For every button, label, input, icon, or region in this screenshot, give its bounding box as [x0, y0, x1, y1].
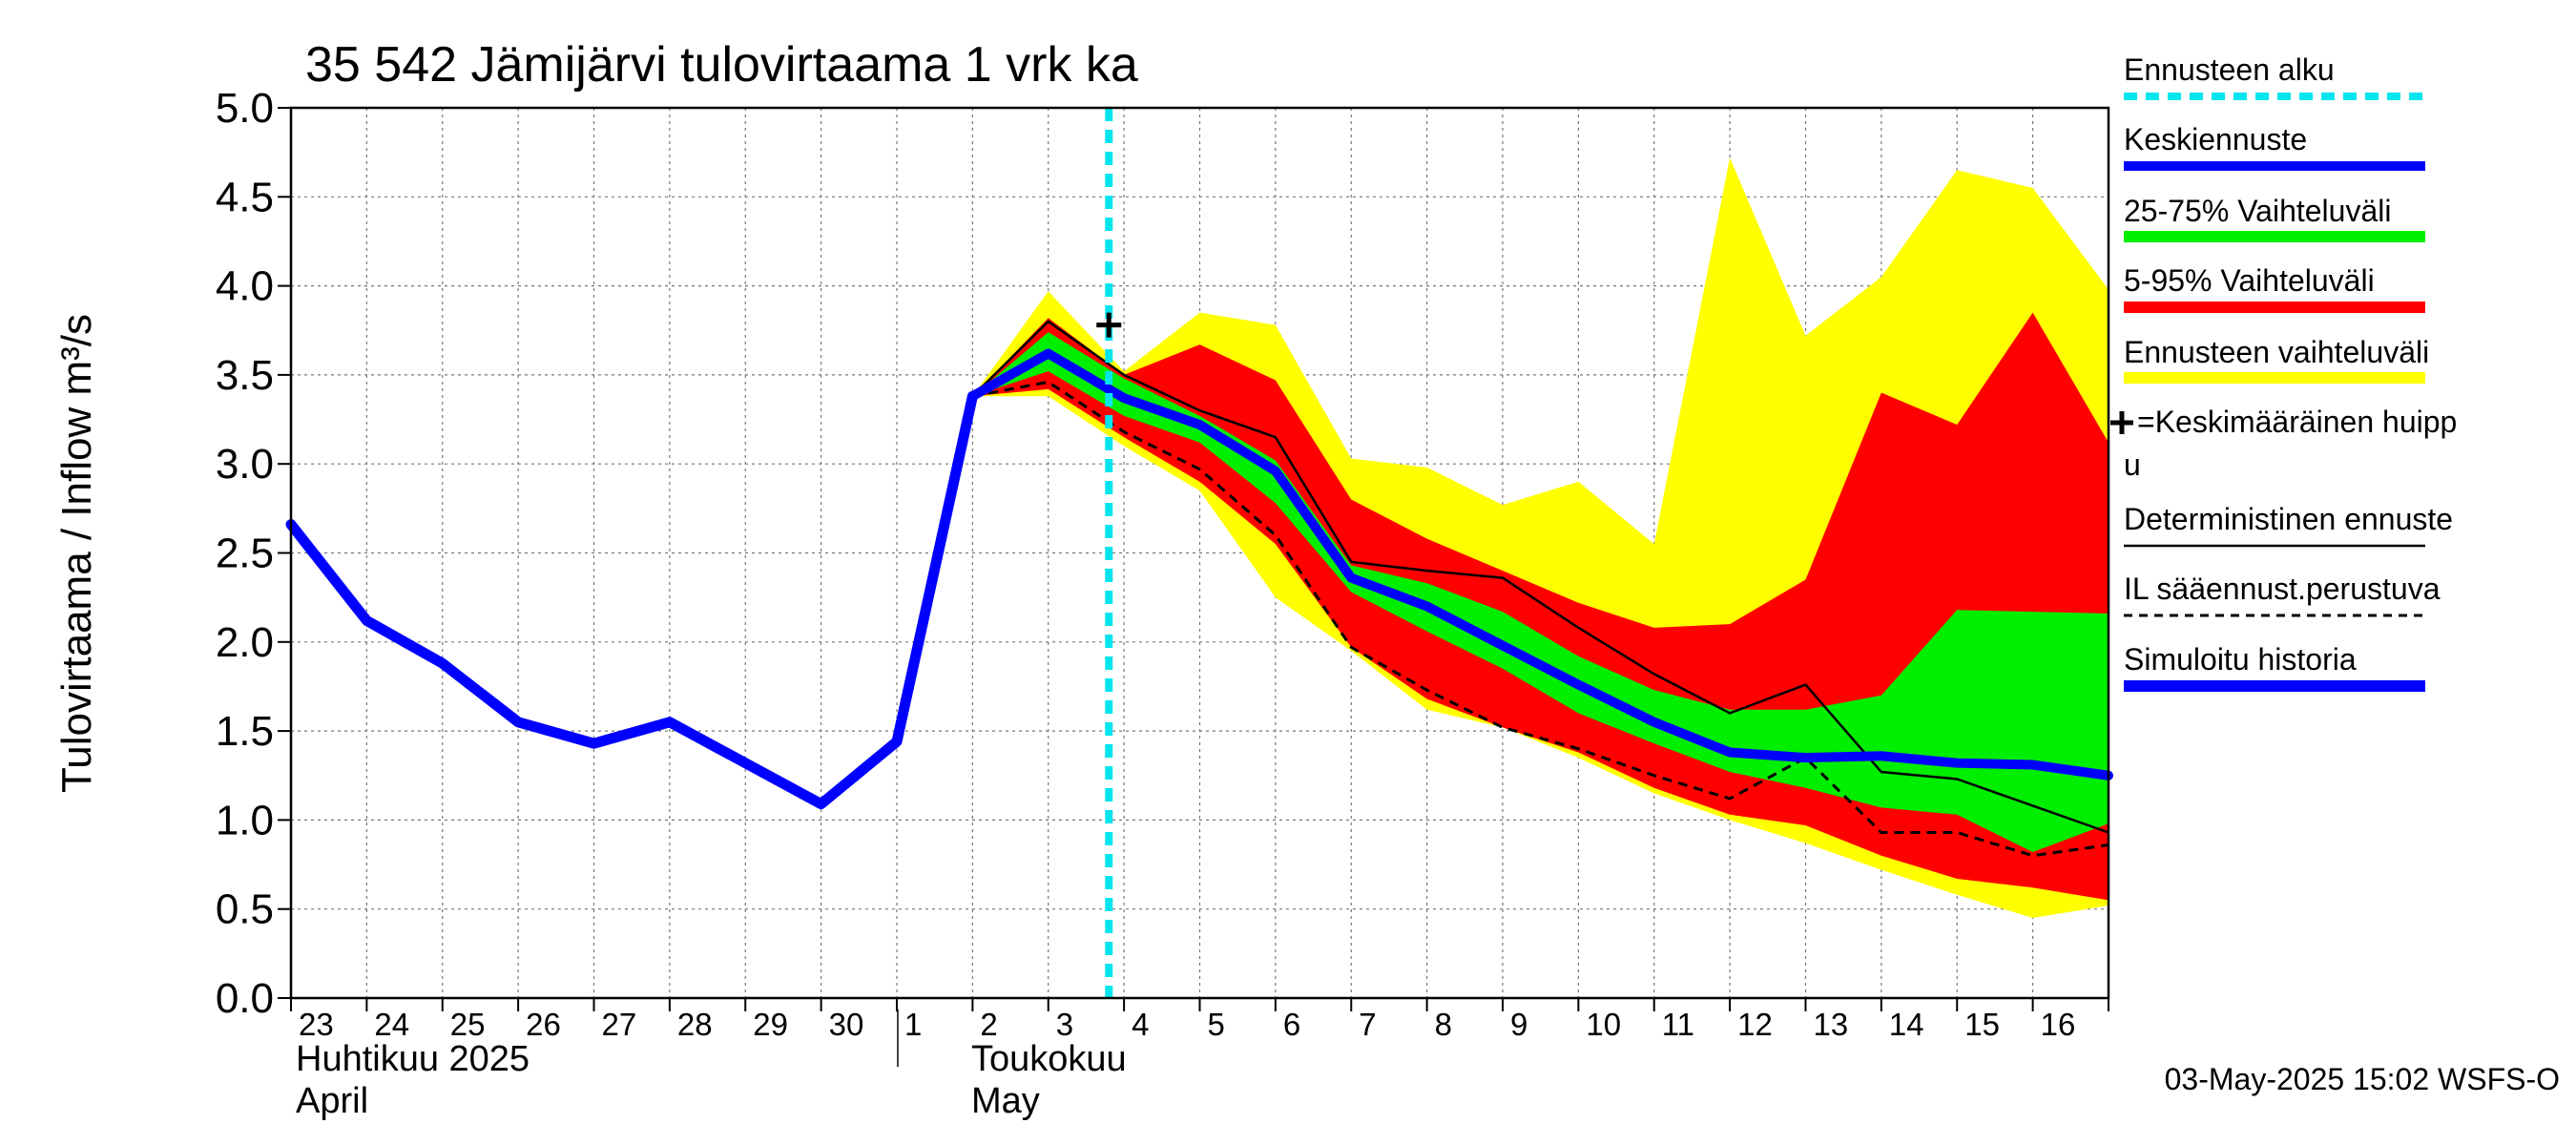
y-tick-label: 1.5: [216, 708, 274, 755]
legend-peak-label-1: =Keskimääräinen huipp: [2137, 405, 2457, 439]
x-tick-label: 15: [1964, 1007, 2000, 1042]
x-tick-label: 11: [1662, 1007, 1694, 1042]
x-tick-label: 13: [1814, 1007, 1849, 1042]
legend-deterministic-label: Deterministinen ennuste: [2124, 502, 2453, 536]
legend-history-label: Simuloitu historia: [2124, 642, 2357, 677]
y-tick-label: 2.5: [216, 531, 274, 577]
y-tick-label: 0.0: [216, 975, 274, 1022]
y-tick-label: 3.5: [216, 352, 274, 399]
mean-forecast-line: [967, 348, 2113, 781]
history-line: [285, 390, 978, 810]
x-tick-label: 6: [1283, 1007, 1300, 1042]
month-may-en: May: [971, 1081, 1040, 1121]
legend-mean-label: Keskiennuste: [2124, 122, 2307, 156]
x-tick-label: 24: [374, 1007, 409, 1042]
legend-il-label: IL sääennust.perustuva: [2124, 572, 2441, 606]
x-tick-label: 7: [1359, 1007, 1376, 1042]
chart-title: 35 542 Jämijärvi tulovirtaama 1 vrk ka: [305, 37, 1138, 93]
x-tick-label: 30: [829, 1007, 864, 1042]
month-april-fi: Huhtikuu 2025: [296, 1039, 530, 1079]
y-tick-label: 5.0: [216, 85, 274, 132]
x-tick-label: 3: [1056, 1007, 1073, 1042]
x-tick-label: 9: [1510, 1007, 1527, 1042]
x-tick-labels: 23 24 25 26 27 28 29 30 1 2 3 4 5 6 7 8 9 10 11 12 13 14 15 16: [299, 1007, 2075, 1042]
plot-border: [289, 106, 2110, 1000]
y-tick-label: 1.0: [216, 797, 274, 843]
x-tick-label: 8: [1435, 1007, 1452, 1042]
x-tick-label: 5: [1208, 1007, 1225, 1042]
legend-peak-marker: [2110, 411, 2133, 434]
legend-forecast-start-label: Ennusteen alku: [2124, 52, 2335, 87]
y-tick-label: 2.0: [216, 619, 274, 666]
x-tick-label: 29: [753, 1007, 788, 1042]
x-tick-label: 27: [602, 1007, 637, 1042]
y-axis-label: Tulovirtaama / Inflow m³/s: [53, 314, 100, 793]
y-tick-labels: 0.0 0.5 1.0 1.5 2.0 2.5 3.0 3.5 4.0 4.5 5.0: [216, 85, 274, 1022]
deterministic-line: [971, 320, 2109, 834]
x-tick-label: 26: [526, 1007, 561, 1042]
month-may-fi: Toukokuu: [971, 1039, 1127, 1079]
legend: Ennusteen alku Keskiennuste 25-75% Vaiht…: [2110, 52, 2457, 692]
legend-peak-label-2: u: [2124, 448, 2141, 482]
x-tick-label: 16: [2041, 1007, 2076, 1042]
legend-envelope-label: Ennusteen vaihteluväli: [2124, 335, 2429, 369]
y-tick-label: 4.0: [216, 263, 274, 310]
x-tick-label: 10: [1586, 1007, 1621, 1042]
legend-5-95-label: 5-95% Vaihteluväli: [2124, 263, 2375, 298]
legend-25-75-label: 25-75% Vaihteluväli: [2124, 194, 2391, 228]
y-tick-label: 3.0: [216, 441, 274, 488]
month-april-en: April: [296, 1081, 368, 1121]
y-tick-label: 4.5: [216, 174, 274, 220]
x-tick-label: 25: [450, 1007, 486, 1042]
x-tick-label: 14: [1889, 1007, 1924, 1042]
x-tick-label: 2: [980, 1007, 997, 1042]
plot-frame: [278, 106, 2110, 1011]
x-tick-label: 12: [1737, 1007, 1773, 1042]
x-tick-label: 4: [1132, 1007, 1149, 1042]
x-tick-label: 28: [677, 1007, 713, 1042]
x-tick-label: 1: [904, 1007, 922, 1042]
y-tick-label: 0.5: [216, 886, 274, 933]
il-forecast-line: [972, 380, 2109, 858]
series-lines: [285, 108, 2113, 998]
timestamp: 03-May-2025 15:02 WSFS-O: [2165, 1062, 2560, 1096]
x-tick-label: 23: [299, 1007, 334, 1042]
